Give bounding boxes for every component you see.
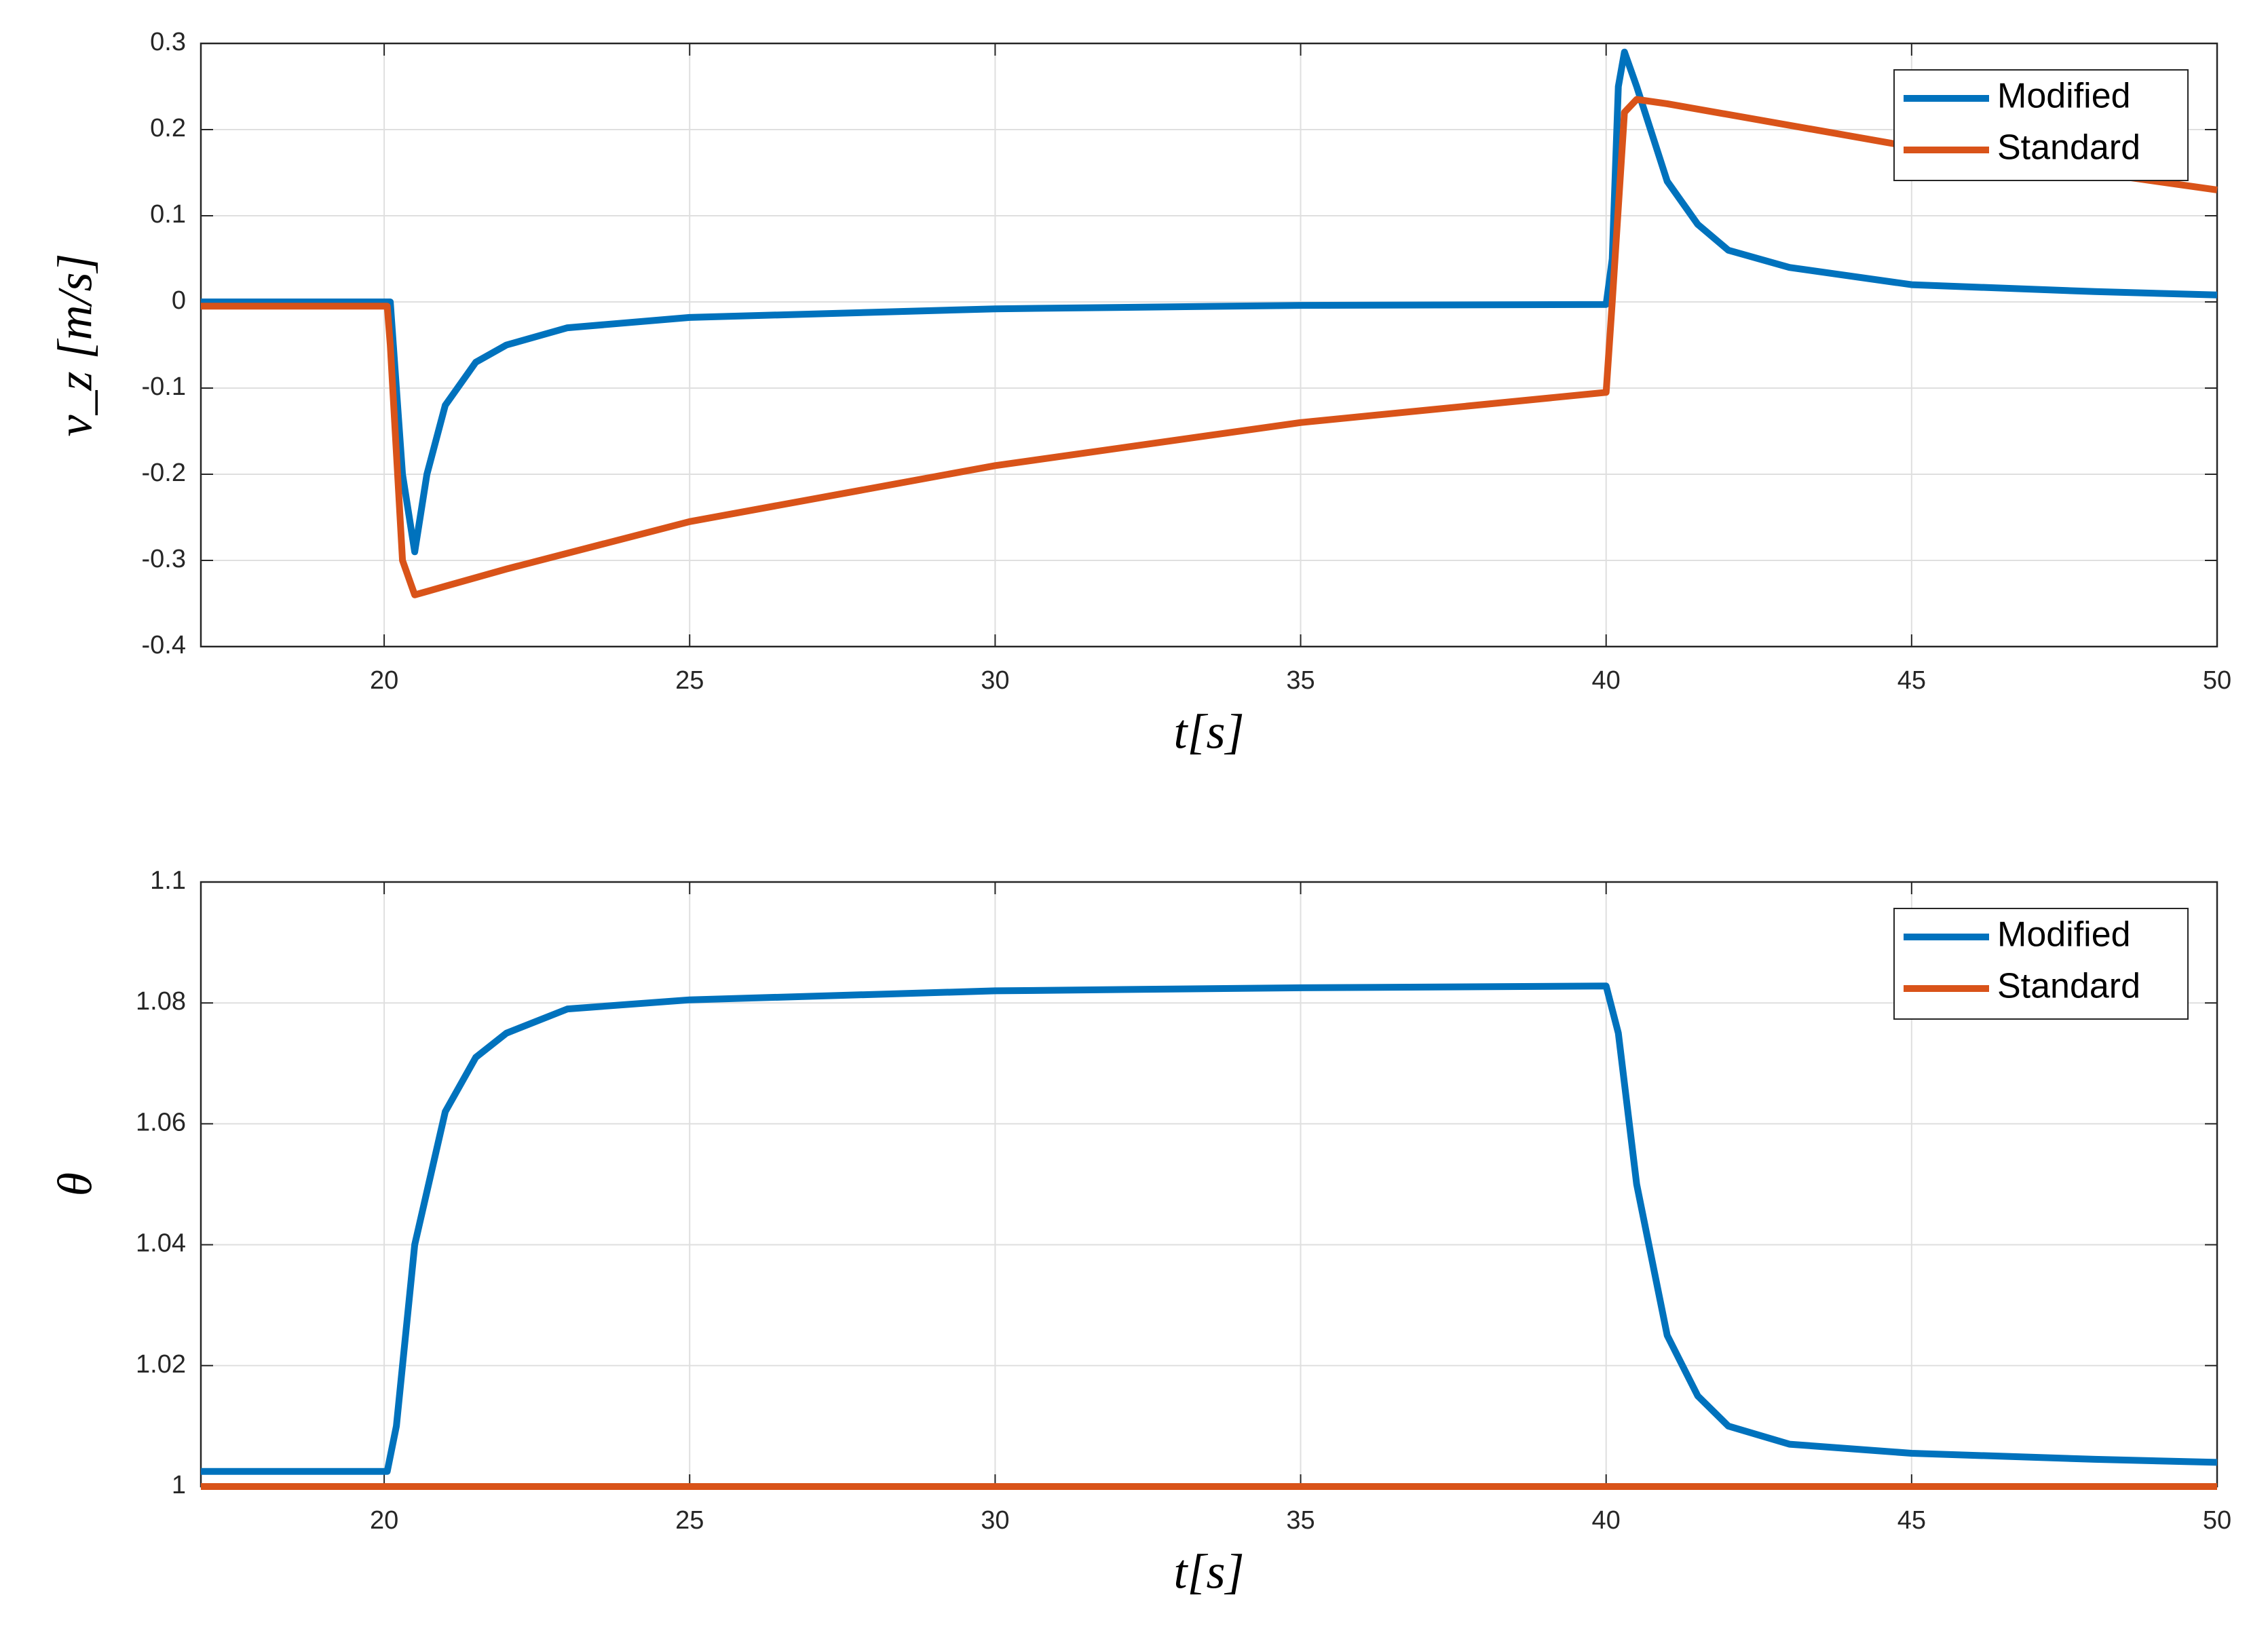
y-tick-label: 1.02 [136,1350,186,1379]
data-line [201,48,2218,556]
y-tick-label: -0.1 [142,372,186,401]
data-line [201,982,2218,1475]
legend-label: Modified [1997,77,2131,116]
y-tick-label: 0.1 [150,200,186,229]
x-tick-label: 25 [675,666,704,695]
y-tick-label: 1 [172,1471,186,1499]
x-tick-label: 50 [2203,1506,2231,1535]
y-tick-label: 1.06 [136,1108,186,1136]
x-tick-label: 50 [2203,666,2231,695]
x-tick-label: 45 [1897,1506,1926,1535]
data-line [201,96,2218,598]
y-axis-label: v_z [m/s] [48,253,102,436]
x-tick-label: 30 [981,666,1009,695]
legend-box [1893,908,2189,1020]
chart: 20 25 30 35 40 45 50 -0.4 -0.3 -0.2 -0.1 0 0.1 0.2 0.3… [48,28,2232,759]
x-tick-label: 40 [1592,666,1621,695]
legend-label: Modified [1997,915,2131,955]
y-tick-label: 1.04 [136,1229,186,1258]
y-tick-label: 1.08 [136,987,186,1016]
x-tick-label: 20 [370,666,398,695]
x-axis-label: t[s] [1173,705,1244,759]
y-tick-label: -0.2 [142,459,186,487]
axes-box [200,42,2218,648]
y-tick-label: -0.3 [142,545,186,573]
plot-area [201,882,2217,1487]
y-tick-label: 0 [172,286,186,315]
legend-label: Standard [1997,128,2140,168]
legend-box [1893,69,2189,181]
legend-label: Standard [1997,967,2140,1006]
x-tick-label: 40 [1592,1506,1621,1535]
x-tick-label: 35 [1286,1506,1315,1535]
y-tick-label: 0.2 [150,114,186,142]
y-tick-label: 1.1 [150,866,186,895]
x-tick-label: 25 [675,1506,704,1535]
x-axis-label: t[s] [1173,1545,1244,1599]
x-tick-label: 30 [981,1506,1009,1535]
x-tick-label: 45 [1897,666,1926,695]
y-tick-label: -0.4 [142,631,186,659]
x-tick-label: 20 [370,1506,398,1535]
y-tick-label: 0.3 [150,28,186,56]
chart: 20 25 30 35 40 45 50 1 1.02 1.04 1.06 1.08 1.1 t[s] θ M… [48,866,2232,1599]
x-tick-label: 35 [1286,666,1315,695]
y-axis-label: θ [48,1172,102,1196]
